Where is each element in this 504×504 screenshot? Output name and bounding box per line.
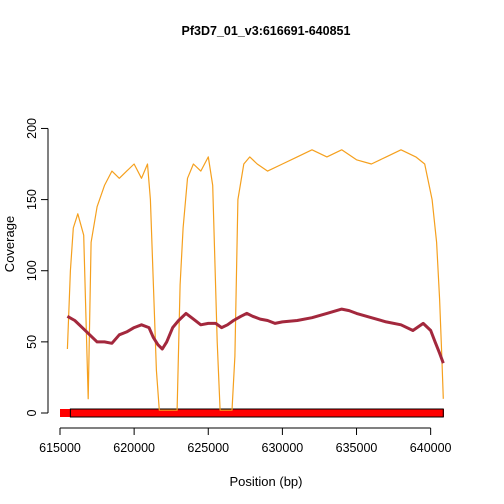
x-tick-label: 635000	[336, 441, 378, 455]
y-axis-label: Coverage	[2, 216, 17, 272]
x-tick-label: 615000	[39, 441, 81, 455]
y-tick-label: 100	[25, 260, 39, 281]
y-tick-label: 0	[25, 409, 39, 416]
x-tick-label: 625000	[187, 441, 229, 455]
contig-bar-group	[60, 408, 444, 418]
x-tick-label: 620000	[113, 441, 155, 455]
y-tick-label: 200	[25, 118, 39, 139]
contig-bar-outline	[69, 408, 444, 418]
y-tick-label: 150	[25, 189, 39, 210]
x-tick-label: 640000	[410, 441, 452, 455]
x-axis: 615000 620000 625000 630000 635000 640000	[39, 427, 452, 455]
x-axis-label: Position (bp)	[230, 474, 303, 489]
y-axis: 0 50 100 150 200	[25, 118, 49, 416]
x-tick-label: 630000	[262, 441, 304, 455]
series-line-1	[66, 149, 444, 411]
chart-title: Pf3D7_01_v3:616691-640851	[182, 24, 351, 38]
series-line-2	[66, 307, 445, 364]
y-tick-label: 50	[25, 335, 39, 349]
contig-bar	[60, 409, 444, 417]
series-layer	[66, 149, 445, 411]
